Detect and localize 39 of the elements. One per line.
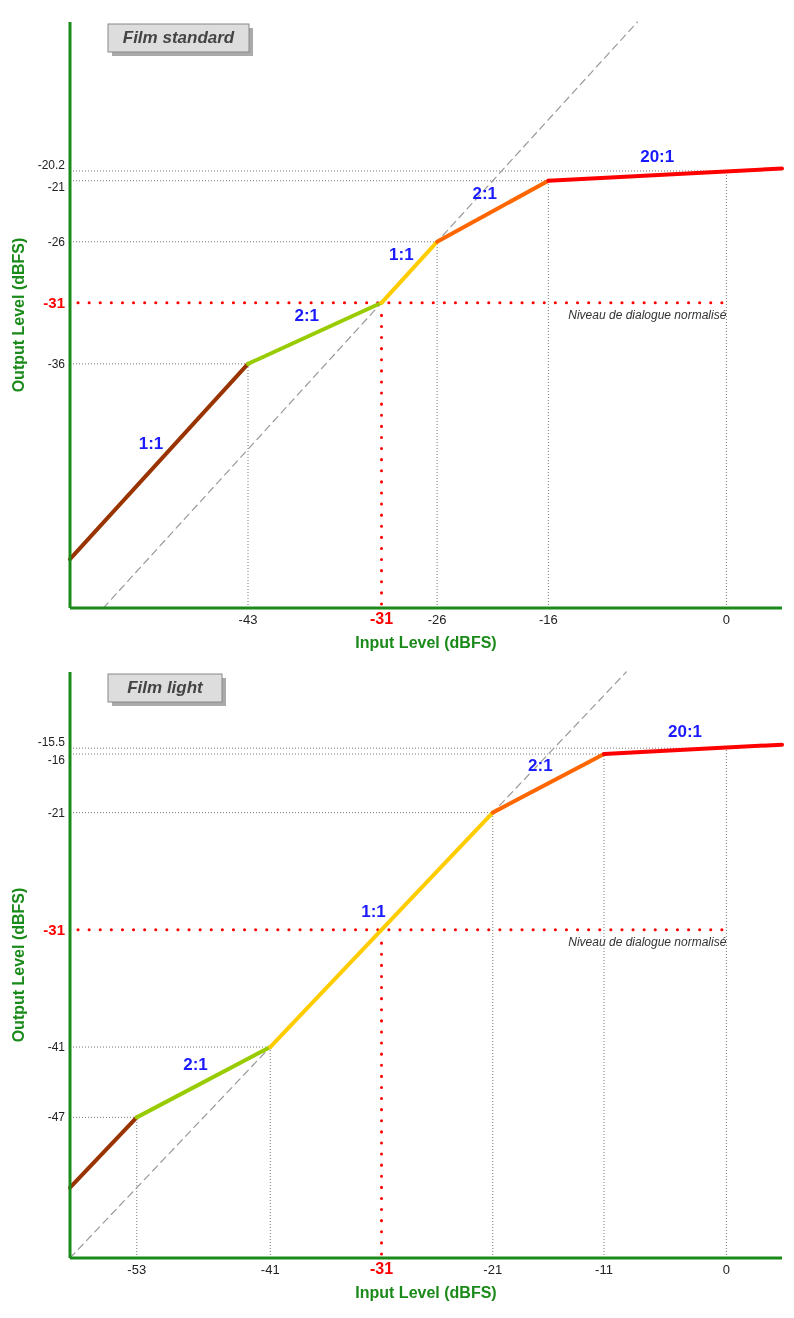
y-tick-label: -21 (47, 805, 66, 820)
y-axis-title: Output Level (dBFS) (10, 237, 27, 393)
annotation: 2:1 (472, 183, 498, 203)
x-tick-label: -21 (483, 1262, 503, 1277)
chart-title: Film standard (122, 28, 235, 47)
y-tick-label: -20.2 (37, 157, 66, 172)
y-tick-label: -31 (43, 921, 65, 939)
y-tick-label: -47 (47, 1110, 66, 1125)
y-tick-label: -31 (43, 294, 65, 312)
x-tick-label: 0 (722, 1262, 730, 1277)
annotation: 1:1 (361, 902, 386, 922)
y-axis-title: Output Level (dBFS) (10, 887, 27, 1043)
y-tick-label: -21 (47, 179, 66, 194)
x-tick-label: -11 (595, 1262, 613, 1277)
annotation: 20:1 (640, 147, 675, 167)
ref-line-label: Niveau de dialogue normalisé (568, 307, 727, 322)
x-axis-title: Input Level (dBFS) (355, 634, 497, 651)
x-tick-label: -31 (369, 610, 394, 627)
x-tick-label: -41 (260, 1262, 280, 1277)
x-tick-label: -53 (127, 1262, 147, 1277)
x-tick-label: -16 (538, 612, 558, 627)
x-axis-title: Input Level (dBFS) (355, 1284, 497, 1301)
chart-title: Film light (127, 678, 205, 697)
annotation: 2:1 (294, 305, 320, 325)
annotation: 20:1 (667, 721, 703, 741)
x-tick-label: -43 (238, 612, 258, 627)
x-tick-label: -31 (369, 1260, 394, 1277)
annotation: 2:1 (183, 1054, 208, 1074)
y-tick-label: -16 (47, 753, 66, 768)
x-tick-label: -26 (427, 612, 447, 627)
y-tick-label: -41 (47, 1040, 66, 1055)
x-tick-label: 0 (722, 612, 730, 627)
annotation: 1:1 (389, 244, 414, 264)
y-tick-label: -26 (47, 234, 66, 249)
annotation: 2:1 (528, 755, 553, 775)
y-tick-label: -36 (47, 356, 66, 371)
annotation: 1:1 (138, 434, 164, 453)
y-tick-label: -15.5 (37, 735, 66, 750)
ref-line-label: Niveau de dialogue normalisé (568, 934, 727, 949)
